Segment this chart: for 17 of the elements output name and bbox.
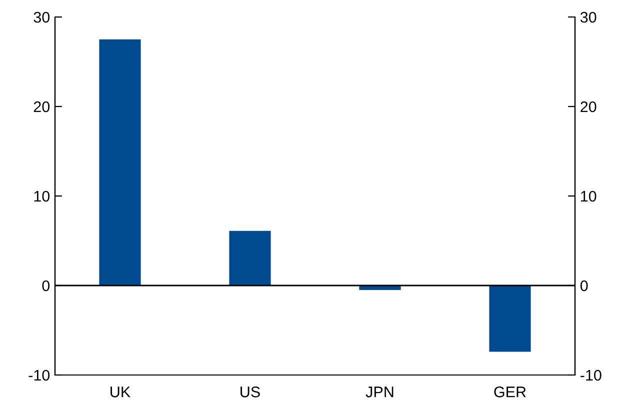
bar xyxy=(99,39,141,286)
y-tick-label: 30 xyxy=(34,12,50,23)
x-tick-label: GER xyxy=(494,386,526,398)
x-tick-label: US xyxy=(240,386,260,398)
y-tick-label: 20 xyxy=(34,101,50,112)
bar xyxy=(489,286,531,352)
y-tick-label: -10 xyxy=(28,370,50,381)
y2-tick-label: -10 xyxy=(580,370,602,381)
bar xyxy=(229,230,271,286)
x-tick-label: JPN xyxy=(366,386,394,398)
y2-tick-label: 20 xyxy=(580,101,596,112)
y-tick-label: 0 xyxy=(42,280,50,292)
y-tick-label: 10 xyxy=(34,190,50,202)
y2-tick-label: 0 xyxy=(580,280,588,292)
x-tick-label: UK xyxy=(110,386,130,398)
y2-tick-label: 30 xyxy=(580,12,596,23)
y2-tick-label: 10 xyxy=(581,190,596,202)
